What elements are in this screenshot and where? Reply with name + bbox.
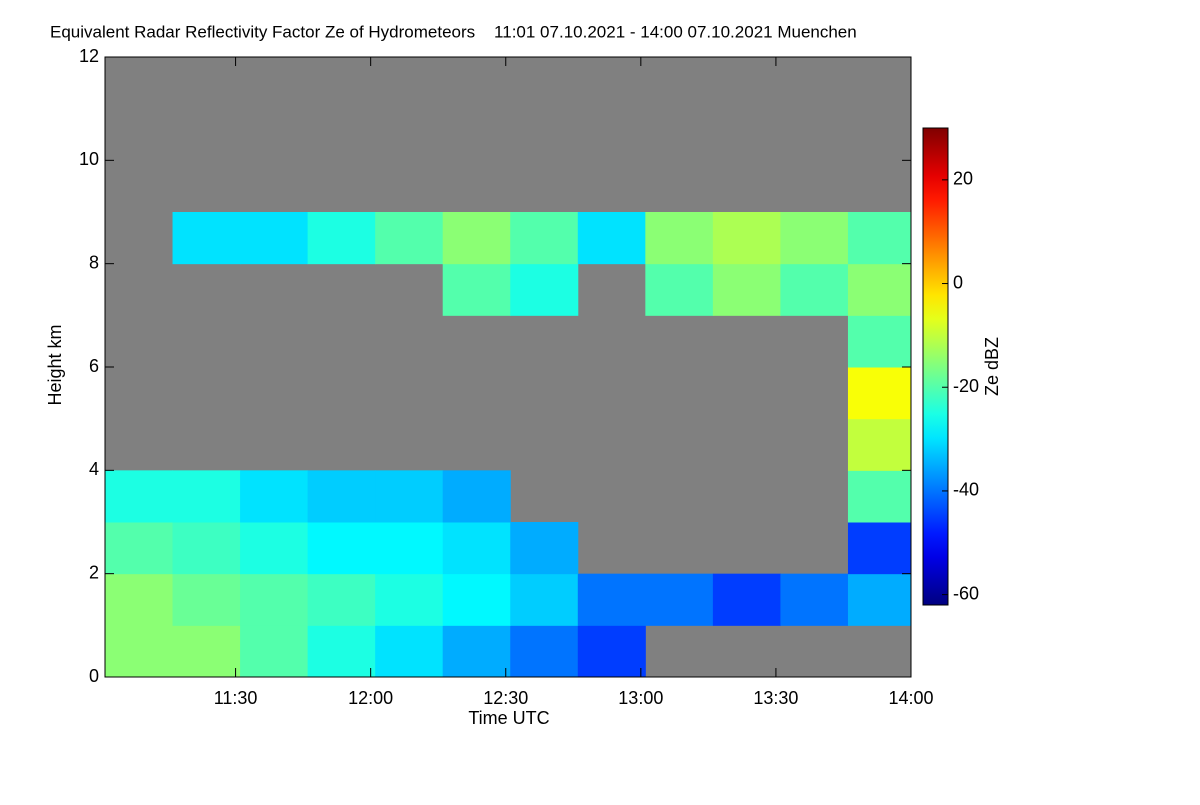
heat-cell (780, 573, 849, 626)
heat-cell (847, 573, 912, 626)
chart-title: Equivalent Radar Reflectivity Factor Ze … (50, 22, 857, 41)
heat-cell (240, 470, 309, 523)
heat-cell (375, 573, 444, 626)
heat-cell (847, 263, 912, 316)
colorbar-tick-label: 20 (953, 169, 973, 189)
heat-cell (307, 470, 376, 523)
heat-cell (712, 263, 781, 316)
x-axis-label: Time UTC (468, 708, 549, 728)
y-tick-label: 6 (89, 356, 99, 376)
heat-cell (847, 212, 912, 265)
heat-cell (375, 212, 444, 265)
heat-cell (712, 212, 781, 265)
heat-cell (105, 470, 174, 523)
colorbar-tick-label: -20 (953, 376, 979, 396)
heat-cell (442, 263, 511, 316)
colorbar-tick-label: -40 (953, 480, 979, 500)
heat-cell (510, 573, 579, 626)
heat-cell (442, 212, 511, 265)
heat-cell (645, 263, 714, 316)
y-tick-label: 8 (89, 252, 99, 272)
x-tick-label: 14:00 (888, 688, 933, 708)
x-tick-label: 12:00 (348, 688, 393, 708)
y-tick-label: 12 (79, 46, 99, 66)
heat-cell (240, 522, 309, 575)
heat-cell (577, 212, 646, 265)
heat-cell (307, 522, 376, 575)
heat-cell (240, 212, 309, 265)
heat-cell (172, 625, 241, 678)
colorbar-tick-label: -60 (953, 583, 979, 603)
heat-cell (847, 418, 912, 471)
heat-cell (172, 573, 241, 626)
heat-cell (442, 470, 511, 523)
heat-cell (510, 625, 579, 678)
x-tick-label: 11:30 (214, 688, 258, 708)
x-tick-label: 13:30 (753, 688, 798, 708)
heat-cell (847, 470, 912, 523)
heat-cell (105, 625, 174, 678)
heat-cell (847, 367, 912, 420)
heat-cell (847, 315, 912, 368)
heat-cell (240, 625, 309, 678)
heat-cell (307, 573, 376, 626)
heat-cell (307, 625, 376, 678)
heat-cell (105, 573, 174, 626)
heat-cell (645, 573, 714, 626)
heat-cell (577, 625, 646, 678)
heat-cell (442, 625, 511, 678)
y-tick-label: 0 (89, 666, 99, 686)
y-tick-label: 10 (79, 149, 99, 169)
heat-cell (375, 470, 444, 523)
heat-cell (645, 212, 714, 265)
heat-cell (712, 573, 781, 626)
colorbar-tick-label: 0 (953, 272, 963, 292)
heat-cell (510, 212, 579, 265)
heat-cell (510, 522, 579, 575)
colorbar (922, 127, 949, 606)
heat-cell (847, 522, 912, 575)
heat-cell (240, 573, 309, 626)
colorbar-label: Ze dBZ (982, 337, 1002, 396)
x-tick-label: 13:00 (618, 688, 663, 708)
heat-cell (375, 522, 444, 575)
heat-cell (577, 573, 646, 626)
heat-cell (172, 470, 241, 523)
heat-cell (510, 263, 579, 316)
x-tick-label: 12:30 (483, 688, 528, 708)
heat-cell (105, 522, 174, 575)
heat-cell (172, 212, 241, 265)
y-tick-label: 4 (89, 459, 99, 479)
heat-cell (375, 625, 444, 678)
heat-cell (307, 212, 376, 265)
heat-cell (442, 522, 511, 575)
y-tick-label: 2 (89, 562, 99, 582)
heat-cell (780, 263, 849, 316)
heat-cell (442, 573, 511, 626)
heat-cell (172, 522, 241, 575)
heat-cell (780, 212, 849, 265)
y-axis-label: Height km (45, 324, 65, 405)
